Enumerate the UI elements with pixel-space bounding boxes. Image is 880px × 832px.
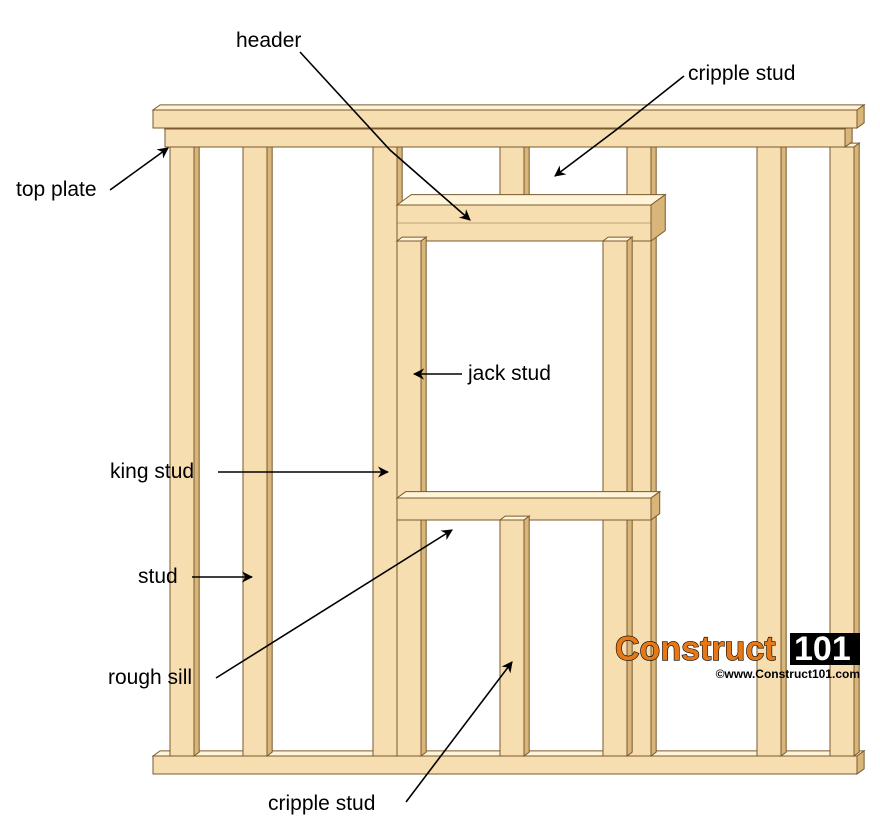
label-rough_sill: rough sill bbox=[108, 666, 192, 689]
label-top_plate: top plate bbox=[16, 178, 97, 201]
stud-7-side bbox=[781, 143, 786, 756]
label-cripple_stud_bot: cripple stud bbox=[268, 792, 375, 815]
stud-1 bbox=[243, 147, 267, 756]
king-stud-2 bbox=[373, 147, 397, 756]
label-jack_stud: jack stud bbox=[467, 362, 551, 385]
stud-0-side bbox=[194, 143, 199, 756]
logo-url: ©www.Construct101.com bbox=[716, 667, 860, 681]
stud-0 bbox=[170, 147, 194, 756]
logo-construct-text: Construct bbox=[615, 630, 776, 668]
label-king_stud: king stud bbox=[110, 460, 194, 483]
header-top bbox=[397, 195, 665, 205]
top-plate-outer bbox=[153, 110, 857, 128]
top-plate-outer-top bbox=[153, 105, 864, 110]
arrow-top_plate bbox=[110, 148, 168, 190]
stud-1-side bbox=[267, 143, 272, 756]
label-cripple_stud_top: cripple stud bbox=[688, 62, 795, 85]
cripple-stud-bottom bbox=[500, 520, 524, 756]
top-plate-inner bbox=[165, 129, 845, 147]
label-stud: stud bbox=[138, 565, 178, 588]
cripple-stud-bottom-side bbox=[524, 516, 529, 756]
logo-101-text: 101 bbox=[794, 630, 851, 668]
wall-framing-diagram: header cripple stud top plate jack stud king… bbox=[0, 0, 880, 832]
label-header: header bbox=[236, 29, 301, 52]
rough-sill-top bbox=[397, 492, 660, 498]
bottom-plate bbox=[153, 756, 857, 774]
